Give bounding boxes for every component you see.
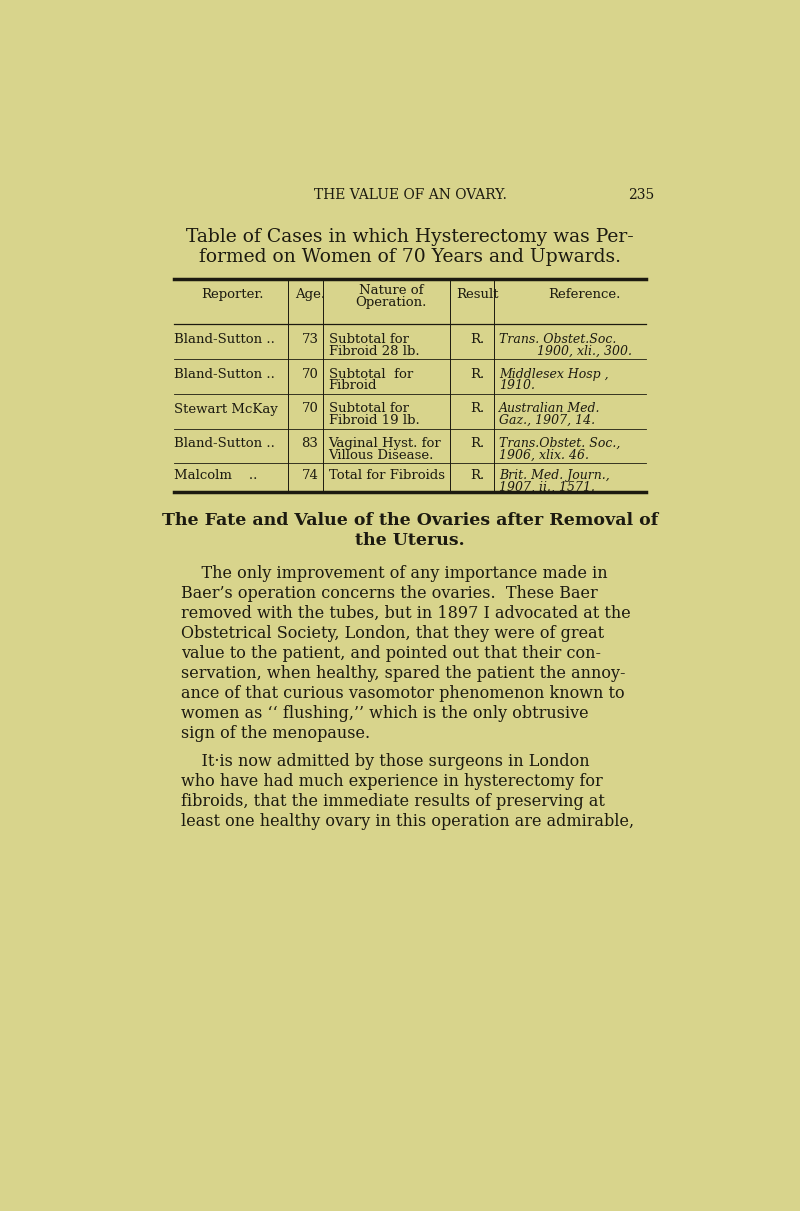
Text: 1907, ii., 1571.: 1907, ii., 1571. (499, 481, 595, 494)
Text: Baer’s operation concerns the ovaries.  These Baer: Baer’s operation concerns the ovaries. T… (182, 585, 598, 602)
Text: Obstetrical Society, London, that they were of great: Obstetrical Society, London, that they w… (182, 625, 605, 642)
Text: Fibroid 28 lb.: Fibroid 28 lb. (329, 345, 419, 357)
Text: THE VALUE OF AN OVARY.: THE VALUE OF AN OVARY. (314, 188, 506, 202)
Text: Fibroid 19 lb.: Fibroid 19 lb. (329, 414, 419, 427)
Text: ance of that curious vasomotor phenomenon known to: ance of that curious vasomotor phenomeno… (182, 685, 625, 702)
Text: Trans.Obstet. Soc.,: Trans.Obstet. Soc., (499, 437, 621, 450)
Text: It·is now admitted by those surgeons in London: It·is now admitted by those surgeons in … (182, 753, 590, 770)
Text: Trans. Obstet.Soc.: Trans. Obstet.Soc. (499, 333, 617, 346)
Text: Vaginal Hyst. for: Vaginal Hyst. for (329, 437, 442, 450)
Text: sign of the menopause.: sign of the menopause. (182, 725, 370, 742)
Text: Nature of: Nature of (359, 283, 424, 297)
Text: 73: 73 (302, 333, 318, 346)
Text: the Uterus.: the Uterus. (355, 532, 465, 549)
Text: Result: Result (456, 288, 498, 300)
Text: R.: R. (470, 368, 485, 380)
Text: 70: 70 (302, 368, 318, 380)
Text: Reference.: Reference. (548, 288, 621, 300)
Text: Subtotal for: Subtotal for (329, 402, 409, 415)
Text: Bland-Sutton ..: Bland-Sutton .. (174, 333, 274, 346)
Text: Australian Med.: Australian Med. (499, 402, 601, 415)
Text: women as ‘‘ flushing,’’ which is the only obtrusive: women as ‘‘ flushing,’’ which is the onl… (182, 705, 589, 722)
Text: The only improvement of any importance made in: The only improvement of any importance m… (182, 566, 608, 582)
Text: R.: R. (470, 470, 485, 482)
Text: Gaz., 1907, 14.: Gaz., 1907, 14. (499, 414, 595, 427)
Text: Malcolm    ..: Malcolm .. (174, 470, 257, 482)
Text: R.: R. (470, 437, 485, 450)
Text: fibroids, that the immediate results of preserving at: fibroids, that the immediate results of … (182, 793, 606, 810)
Text: 1910.: 1910. (499, 379, 535, 392)
Text: least one healthy ovary in this operation are admirable,: least one healthy ovary in this operatio… (182, 813, 634, 830)
Text: 1900, xli., 300.: 1900, xli., 300. (537, 345, 632, 357)
Text: 70: 70 (302, 402, 318, 415)
Text: Subtotal for: Subtotal for (329, 333, 409, 346)
Text: R.: R. (470, 402, 485, 415)
Text: The Fate and Value of the Ovaries after Removal of: The Fate and Value of the Ovaries after … (162, 512, 658, 529)
Text: Bland-Sutton ..: Bland-Sutton .. (174, 437, 274, 450)
Text: Subtotal  for: Subtotal for (329, 368, 413, 380)
Text: servation, when healthy, spared the patient the annoy-: servation, when healthy, spared the pati… (182, 665, 626, 682)
Text: Stewart McKay: Stewart McKay (174, 402, 278, 415)
Text: Brit. Med. Journ.,: Brit. Med. Journ., (499, 470, 610, 482)
Text: formed on Women of 70 Years and Upwards.: formed on Women of 70 Years and Upwards. (199, 248, 621, 265)
Text: value to the patient, and pointed out that their con-: value to the patient, and pointed out th… (182, 645, 602, 662)
Text: Age.: Age. (295, 288, 325, 300)
Text: 235: 235 (628, 188, 654, 202)
Text: removed with the tubes, but in 1897 I advocated at the: removed with the tubes, but in 1897 I ad… (182, 606, 631, 622)
Text: who have had much experience in hysterectomy for: who have had much experience in hysterec… (182, 773, 603, 790)
Text: 83: 83 (302, 437, 318, 450)
Text: 74: 74 (302, 470, 318, 482)
Text: Operation.: Operation. (356, 297, 427, 309)
Text: Reporter.: Reporter. (202, 288, 264, 300)
Text: Fibroid: Fibroid (329, 379, 377, 392)
Text: Bland-Sutton ..: Bland-Sutton .. (174, 368, 274, 380)
Text: R.: R. (470, 333, 485, 346)
Text: Villous Disease.: Villous Disease. (329, 449, 434, 461)
Text: Middlesex Hosp ,: Middlesex Hosp , (499, 368, 609, 380)
Text: Table of Cases in which Hysterectomy was Per-: Table of Cases in which Hysterectomy was… (186, 229, 634, 247)
Text: Total for Fibroids: Total for Fibroids (329, 470, 445, 482)
Text: 1906, xlix. 46.: 1906, xlix. 46. (499, 449, 589, 461)
